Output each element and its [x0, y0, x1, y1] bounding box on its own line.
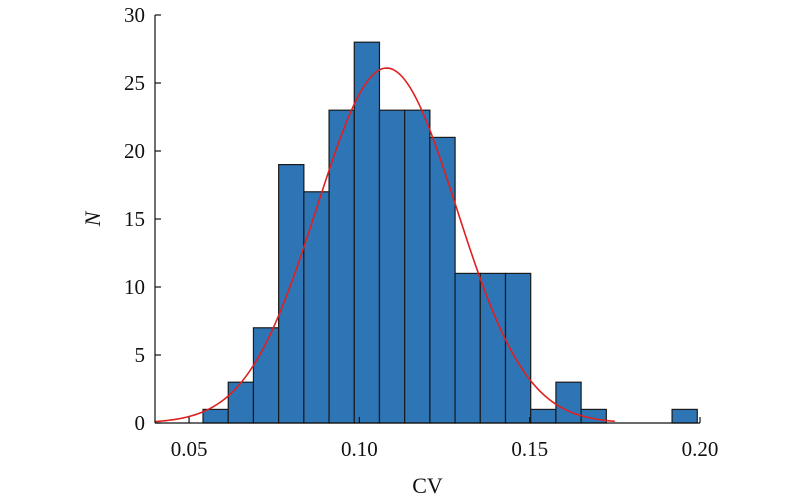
y-tick-label: 20 — [124, 139, 145, 163]
x-axis-label: CV — [412, 473, 443, 498]
histogram-bar — [530, 408, 557, 424]
histogram-bar — [454, 272, 481, 424]
y-tick-label: 10 — [124, 275, 145, 299]
x-tick-label: 0.05 — [171, 437, 208, 461]
histogram-bar — [303, 191, 330, 424]
fit-curve — [154, 67, 615, 423]
y-tick-label: 15 — [124, 207, 145, 231]
histogram-bar — [555, 381, 582, 424]
x-tick-label: 0.15 — [511, 437, 548, 461]
ticks-layer: 0 5 10 15 20 25 30 0.05 0.10 0.15 0.20 — [124, 3, 718, 461]
histogram-bar — [378, 109, 406, 424]
y-tick-label: 0 — [135, 411, 146, 435]
x-tick-label: 0.20 — [682, 437, 719, 461]
histogram-bar — [671, 408, 698, 424]
y-tick-label: 30 — [124, 3, 145, 27]
x-tick-label: 0.10 — [341, 437, 378, 461]
histogram-bar — [202, 408, 229, 424]
y-tick-label: 5 — [135, 343, 146, 367]
histogram-bar — [479, 272, 507, 424]
y-tick-label: 25 — [124, 71, 145, 95]
y-axis-label: N — [80, 210, 105, 227]
histogram-bar — [227, 381, 255, 424]
bars-layer — [202, 41, 698, 424]
histogram-bar — [429, 136, 456, 424]
histogram-bar — [328, 109, 355, 424]
histogram-bar — [278, 164, 305, 424]
histogram-bar — [404, 109, 431, 424]
histogram-bar — [353, 41, 381, 424]
